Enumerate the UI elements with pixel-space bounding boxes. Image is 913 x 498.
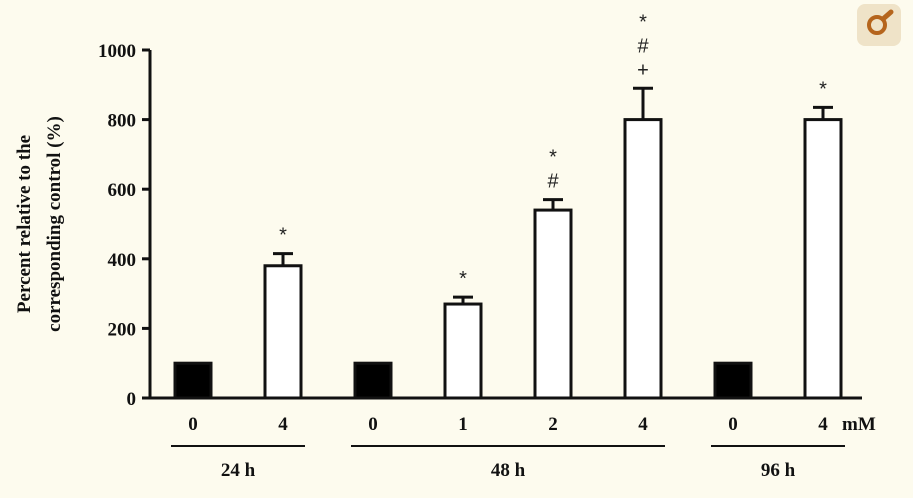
unit-label: mM bbox=[842, 414, 876, 435]
significance-mark: * bbox=[639, 11, 647, 33]
y-tick-label: 600 bbox=[108, 180, 137, 201]
bar bbox=[263, 264, 303, 400]
y-tick-label: 1000 bbox=[98, 41, 136, 62]
x-tick-label: 0 bbox=[368, 414, 378, 435]
group-label: 24 h bbox=[221, 460, 256, 481]
bar bbox=[353, 361, 393, 400]
bar bbox=[623, 118, 663, 400]
x-tick-label: 4 bbox=[638, 414, 648, 435]
significance-mark: # bbox=[637, 35, 649, 57]
x-tick-label: 2 bbox=[548, 414, 558, 435]
significance-mark: # bbox=[547, 171, 559, 193]
significance-mark: * bbox=[819, 78, 827, 100]
x-tick-label: 1 bbox=[458, 414, 468, 435]
y-tick-label: 200 bbox=[108, 319, 137, 340]
significance-mark: + bbox=[637, 59, 649, 81]
group-label: 48 h bbox=[491, 460, 526, 481]
zoom-button[interactable] bbox=[857, 4, 901, 46]
y-tick-label: 400 bbox=[108, 250, 137, 271]
group-label: 96 h bbox=[761, 460, 796, 481]
magnifier-icon bbox=[867, 9, 894, 35]
x-tick-label: 4 bbox=[278, 414, 288, 435]
significance-mark: * bbox=[279, 225, 287, 247]
significance-mark: * bbox=[459, 268, 467, 290]
y-axis-label-line: corresponding control (%) bbox=[44, 116, 65, 332]
bar bbox=[713, 361, 753, 400]
x-tick-label: 0 bbox=[188, 414, 198, 435]
x-tick-label: 4 bbox=[818, 414, 828, 435]
y-tick-label: 800 bbox=[108, 111, 137, 132]
bar bbox=[533, 208, 573, 400]
y-axis-label-line: Percent relative to the bbox=[14, 135, 35, 313]
bar bbox=[803, 118, 843, 400]
y-tick-label: 0 bbox=[127, 389, 137, 410]
x-tick-label: 0 bbox=[728, 414, 738, 435]
significance-mark: * bbox=[549, 147, 557, 169]
bar bbox=[173, 361, 213, 400]
bar bbox=[443, 302, 483, 400]
